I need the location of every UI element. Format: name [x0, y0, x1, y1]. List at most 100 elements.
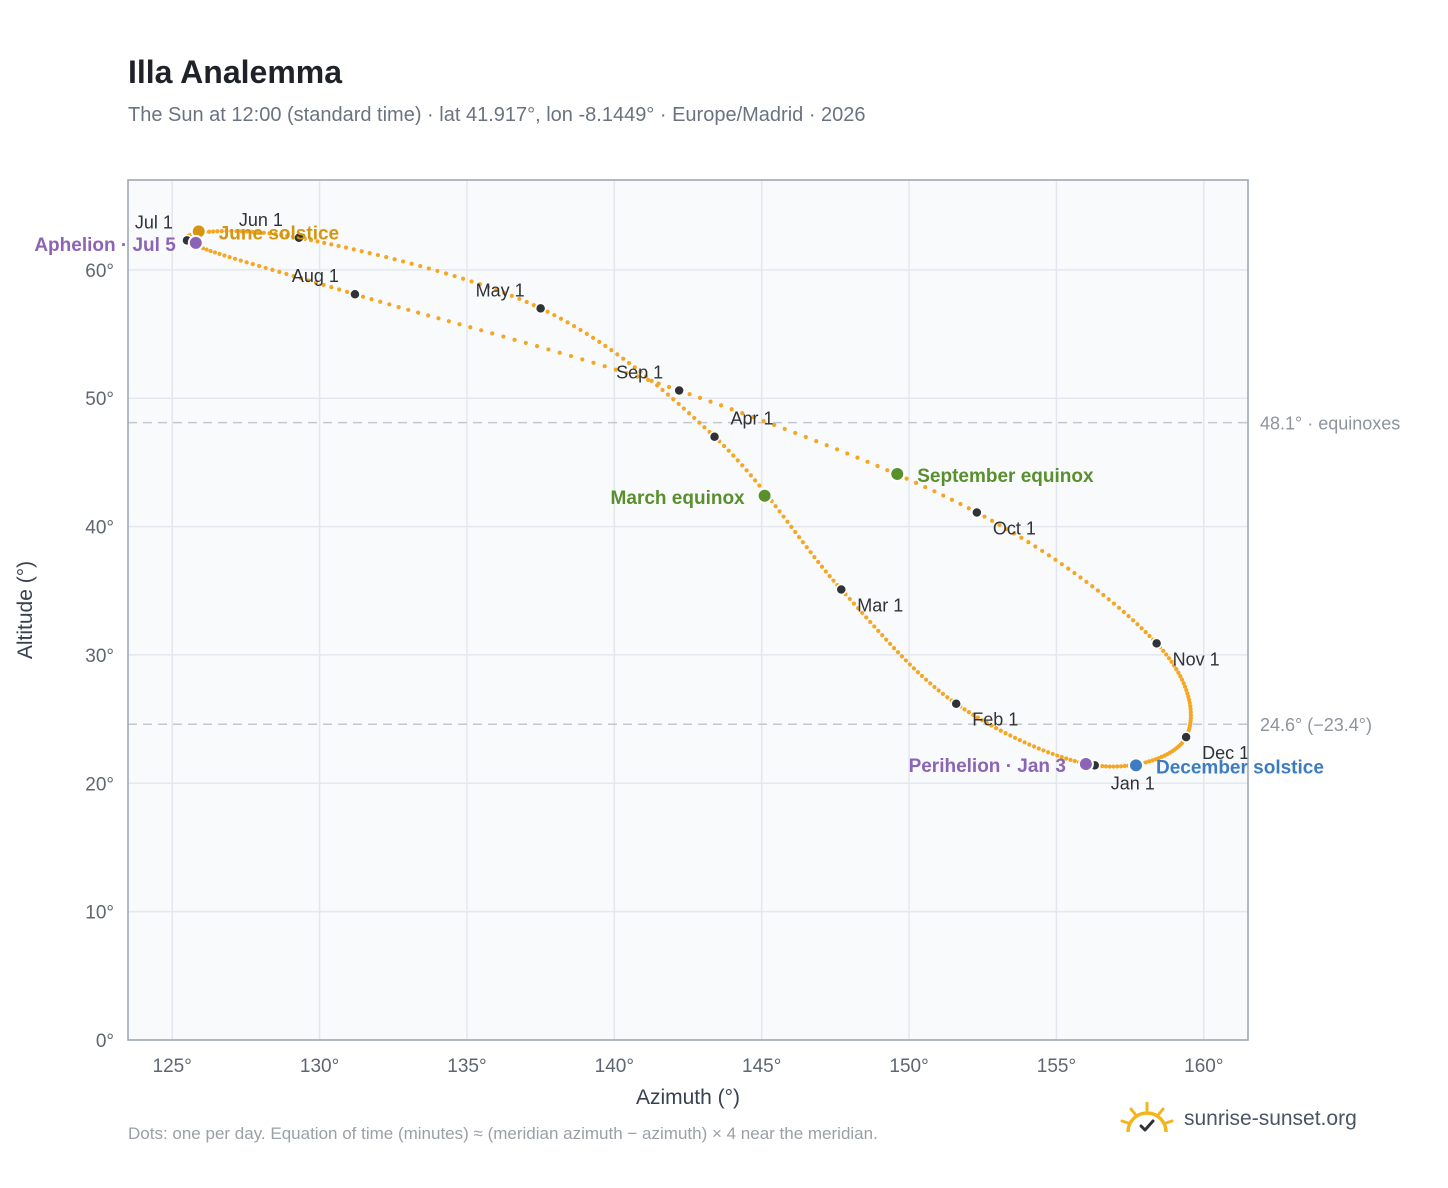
month-marker: [534, 302, 547, 315]
daily-dot: [864, 615, 869, 620]
daily-dot: [1059, 754, 1064, 760]
daily-dot: [578, 327, 583, 333]
daily-dot: [534, 344, 540, 349]
daily-dot: [735, 458, 740, 463]
daily-dot: [1164, 652, 1169, 657]
daily-dot: [949, 497, 955, 502]
daily-dot: [911, 666, 917, 671]
daily-dot: [1103, 764, 1109, 769]
daily-dot: [1031, 744, 1037, 749]
daily-dot: [396, 304, 401, 310]
point-labels: Jan 1 Feb 1 Mar 1 Apr 1 May 1 Jun 1 Jul 1 Aug 1…: [34, 210, 1324, 794]
daily-dot: [461, 276, 466, 281]
month-label: Mar 1: [857, 595, 903, 615]
daily-dot: [753, 478, 758, 483]
daily-dot: [1101, 592, 1106, 598]
event-label: March equinox: [611, 488, 746, 509]
daily-dot: [681, 406, 686, 411]
daily-dot: [1012, 735, 1018, 740]
daily-dot: [1186, 694, 1191, 699]
daily-dot: [632, 365, 637, 370]
daily-dot: [819, 564, 825, 569]
month-label: Jun 1: [239, 210, 283, 230]
daily-dot: [1118, 764, 1124, 769]
daily-dot: [501, 334, 506, 339]
daily-dot: [692, 415, 697, 421]
x-axis-label: Azimuth (°): [636, 1086, 740, 1109]
daily-dot: [1174, 667, 1179, 672]
daily-dot: [761, 418, 766, 424]
daily-dot: [1078, 575, 1083, 580]
daily-dot: [1095, 588, 1100, 593]
daily-dot: [757, 483, 762, 488]
daily-dot: [494, 287, 499, 293]
daily-dot: [660, 387, 665, 393]
axis-ticks: 125° 130° 135° 140° 145° 150° 155° 160° 0° 10° 20°…: [85, 261, 1223, 1077]
daily-dot: [1033, 544, 1038, 549]
daily-dot: [329, 285, 334, 290]
reference-line-label: 48.1° · equinoxes: [1260, 414, 1400, 434]
daily-dot: [204, 247, 209, 252]
daily-dot: [665, 392, 671, 397]
daily-dot: [257, 263, 262, 269]
daily-dot: [1187, 697, 1192, 702]
daily-dot: [1147, 633, 1152, 639]
daily-dot: [888, 641, 893, 646]
event-label: September equinox: [917, 466, 1094, 487]
daily-dot: [1153, 757, 1158, 762]
daily-dot: [315, 239, 320, 244]
daily-dot: [565, 320, 570, 325]
daily-dot: [666, 384, 672, 390]
daily-dot: [932, 489, 937, 494]
daily-dot: [244, 229, 250, 234]
daily-dot: [729, 407, 734, 412]
daily-dot: [308, 238, 314, 243]
daily-dot: [1041, 748, 1046, 753]
daily-dot: [1107, 764, 1112, 769]
daily-dot: [232, 256, 238, 261]
daily-dot: [785, 519, 790, 524]
daily-dot: [207, 229, 212, 234]
daily-dot: [750, 414, 755, 420]
daily-dot: [329, 242, 334, 247]
y-tick-label: 0°: [96, 1031, 114, 1052]
daily-dot: [865, 459, 870, 464]
daily-dot: [584, 331, 589, 336]
daily-dot: [208, 248, 213, 254]
daily-dot: [291, 273, 296, 279]
y-tick-label: 30°: [85, 646, 114, 667]
daily-dot: [344, 289, 350, 294]
daily-dot: [306, 278, 311, 283]
daily-dot: [1026, 540, 1031, 545]
daily-dot: [847, 596, 852, 602]
x-tick-label: 150°: [889, 1056, 928, 1077]
month-label: May 1: [476, 280, 525, 300]
daily-dot: [1053, 557, 1058, 562]
daily-dot: [367, 250, 372, 256]
daily-dot: [1012, 531, 1017, 536]
daily-dot: [697, 420, 702, 425]
daily-dot: [217, 251, 222, 257]
daily-dot: [646, 377, 651, 383]
daily-dot: [1182, 684, 1188, 689]
brand-link[interactable]: sunrise-sunset.org: [1120, 1102, 1357, 1136]
daily-dot: [409, 261, 414, 266]
daily-dot: [568, 353, 574, 359]
daily-dot: [591, 360, 596, 365]
plot-area: [128, 180, 1248, 1040]
y-tick-label: 60°: [85, 261, 114, 282]
daily-dot: [552, 313, 557, 318]
daily-dot: [1090, 584, 1095, 589]
daily-dot: [477, 282, 482, 287]
daily-dot: [215, 229, 220, 234]
daily-dot: [351, 247, 356, 252]
daily-dot: [446, 319, 452, 324]
daily-dot: [244, 260, 249, 265]
daily-dot: [1027, 742, 1032, 747]
daily-dot: [1169, 659, 1174, 665]
daily-dot: [250, 229, 255, 234]
daily-dot: [250, 262, 255, 267]
daily-dot: [989, 723, 994, 728]
brand-name: sunrise-sunset.org: [1184, 1107, 1357, 1130]
month-label: Sep 1: [616, 363, 663, 383]
